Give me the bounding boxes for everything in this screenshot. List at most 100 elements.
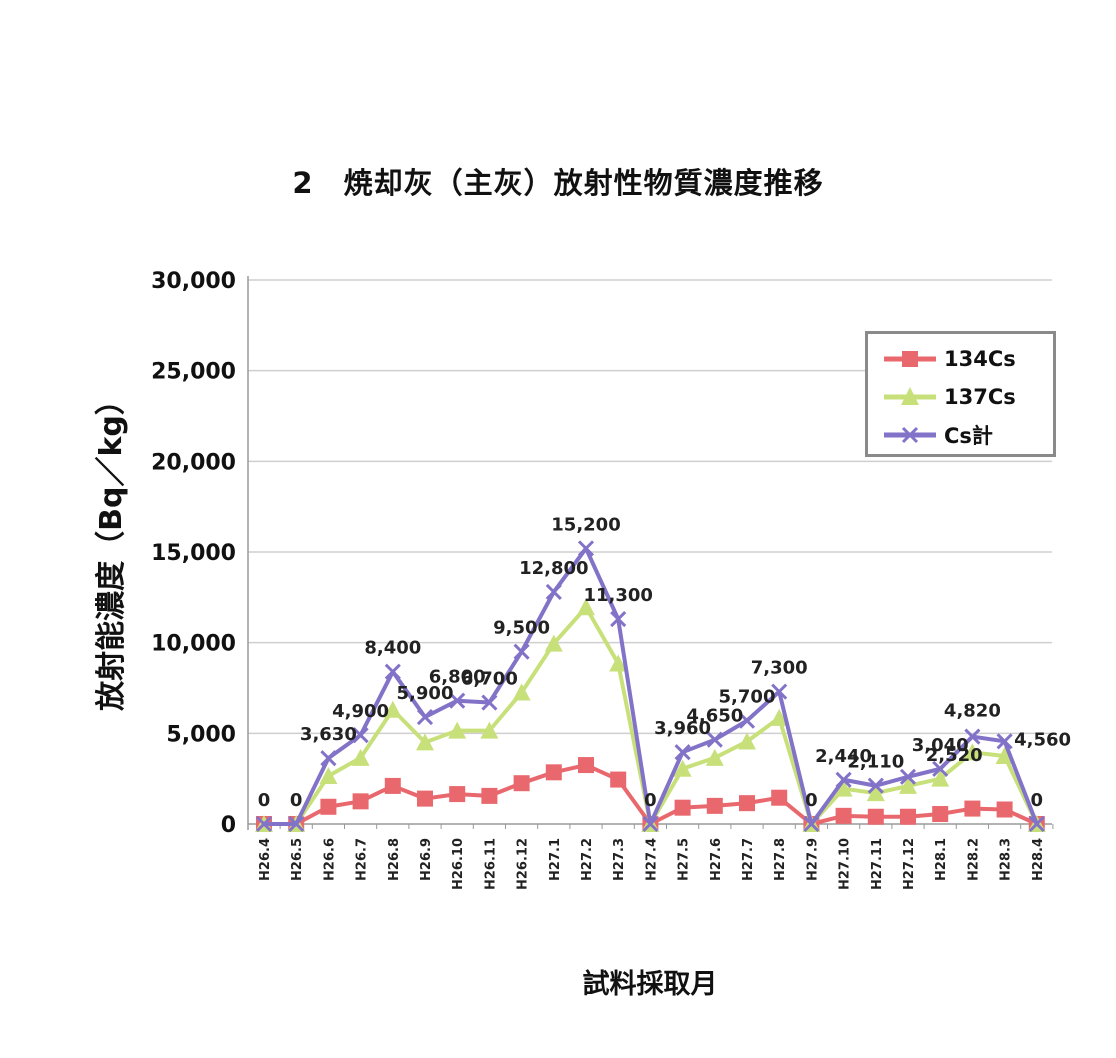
data-point-x xyxy=(996,733,1013,750)
y-tick-label: 30,000 xyxy=(151,269,236,294)
data-point-square xyxy=(739,795,755,812)
data-label: 5,700 xyxy=(719,687,776,708)
chart-title: 2 焼却灰（主灰）放射性物質濃度推移 xyxy=(292,166,824,200)
data-label: 9,500 xyxy=(493,618,550,639)
data-point-x xyxy=(449,692,466,709)
y-axis-title: 放射能濃度（Bq／kg） xyxy=(94,385,129,711)
x-tick-label: H26.9 xyxy=(419,838,434,881)
x-tick-label: H26.8 xyxy=(387,838,402,881)
data-point-x xyxy=(288,815,305,833)
data-point-triangle xyxy=(738,732,756,750)
data-point-square xyxy=(449,786,466,803)
data-point-x xyxy=(932,760,949,777)
data-point-triangle xyxy=(673,759,692,777)
data-point-x xyxy=(867,777,884,794)
data-point-square xyxy=(578,757,594,774)
data-label: 0 xyxy=(290,790,303,811)
data-point-x xyxy=(964,728,981,745)
data-label: 6,800 xyxy=(429,667,486,688)
gridlines xyxy=(248,279,1052,735)
data-point-x xyxy=(320,750,337,767)
data-label: 0 xyxy=(258,790,271,811)
legend-item-137cs: 137Cs xyxy=(882,382,1016,412)
data-point-triangle xyxy=(512,683,531,701)
data-label: 4,900 xyxy=(332,701,389,722)
legend: 134Cs 137Cs Cs計 xyxy=(865,331,1056,457)
data-label: 4,560 xyxy=(1014,729,1071,750)
data-point-x xyxy=(706,731,723,748)
data-point-x xyxy=(481,694,498,711)
data-point-triangle xyxy=(448,721,467,739)
x-tick-label: H27.3 xyxy=(612,838,627,881)
data-point-triangle xyxy=(416,733,434,751)
x-tick-label: H27.1 xyxy=(548,838,563,881)
y-tick-label: 0 xyxy=(221,813,236,838)
x-marker-icon xyxy=(884,426,936,444)
data-point-x xyxy=(513,643,530,660)
data-point-square xyxy=(900,808,916,825)
data-point-x xyxy=(610,611,627,628)
x-tick-label: H26.5 xyxy=(290,838,305,881)
data-label: 2,440 xyxy=(815,746,872,767)
legend-item-134cs: 134Cs xyxy=(882,344,1016,374)
data-label: 5,900 xyxy=(397,683,454,704)
data-label: 8,400 xyxy=(364,638,421,659)
data-point-x xyxy=(803,815,820,833)
x-tick-label: H27.11 xyxy=(870,838,885,890)
data-point-triangle xyxy=(770,708,789,726)
data-point-x xyxy=(771,683,788,700)
data-label: 12,800 xyxy=(519,558,588,579)
data-point-square xyxy=(835,807,852,824)
data-label: 15,200 xyxy=(551,514,620,535)
data-label: 4,820 xyxy=(944,701,1001,722)
legend-label: 134Cs xyxy=(944,347,1016,371)
data-label: 2,520 xyxy=(926,745,983,766)
x-tick-label: H28.2 xyxy=(966,838,981,881)
x-tick-label: H26.11 xyxy=(483,838,498,890)
data-point-triangle xyxy=(899,776,917,794)
data-point-square xyxy=(771,789,788,806)
x-tick-label: H26.4 xyxy=(258,838,273,881)
x-tick-label: H27.2 xyxy=(580,838,595,881)
y-tick-label: 20,000 xyxy=(151,450,236,475)
x-tick-label: H27.6 xyxy=(709,838,724,881)
y-tick-label: 25,000 xyxy=(151,360,236,385)
x-tick-label: H27.8 xyxy=(773,838,788,881)
data-point-square xyxy=(964,800,981,817)
data-point-triangle xyxy=(480,721,499,739)
data-point-x xyxy=(642,815,659,833)
data-point-x xyxy=(738,712,756,729)
x-tick-label: H27.9 xyxy=(805,838,820,881)
data-label: 6,700 xyxy=(461,669,518,690)
data-labels: 0 03,6304,9008,4005,9006,8006,7009,50012,… xyxy=(258,514,1071,811)
data-point-x xyxy=(416,708,434,726)
x-tick-label: H28.3 xyxy=(999,838,1014,881)
data-point-x xyxy=(352,727,369,744)
data-label: 0 xyxy=(805,790,818,811)
data-point-triangle xyxy=(609,654,628,672)
x-tick-label: H26.6 xyxy=(322,838,337,881)
data-point-x xyxy=(255,815,273,833)
x-tick-label: H27.7 xyxy=(741,838,756,881)
data-point-triangle xyxy=(834,779,853,797)
x-tick-label: H26.12 xyxy=(516,838,531,890)
x-tick-label: H27.10 xyxy=(838,838,853,890)
data-point-square xyxy=(674,799,691,816)
data-label: 3,960 xyxy=(654,718,711,739)
data-point-square xyxy=(417,790,433,807)
series-lines xyxy=(255,540,1046,833)
data-point-x xyxy=(1028,815,1045,833)
data-point-square xyxy=(610,771,627,788)
legend-item-cs-total: Cs計 xyxy=(882,420,993,450)
data-point-square xyxy=(932,806,949,823)
y-tick-label: 10,000 xyxy=(151,632,236,657)
x-tick-label: H28.4 xyxy=(1031,838,1046,881)
data-point-square xyxy=(320,798,337,815)
data-label: 0 xyxy=(1031,790,1044,811)
y-tick-label: 15,000 xyxy=(151,541,236,566)
x-axis-title: 試料採取月 xyxy=(582,969,718,1000)
data-point-x xyxy=(577,540,595,557)
x-tick-label: H27.12 xyxy=(902,838,917,890)
data-point-triangle xyxy=(705,748,724,766)
